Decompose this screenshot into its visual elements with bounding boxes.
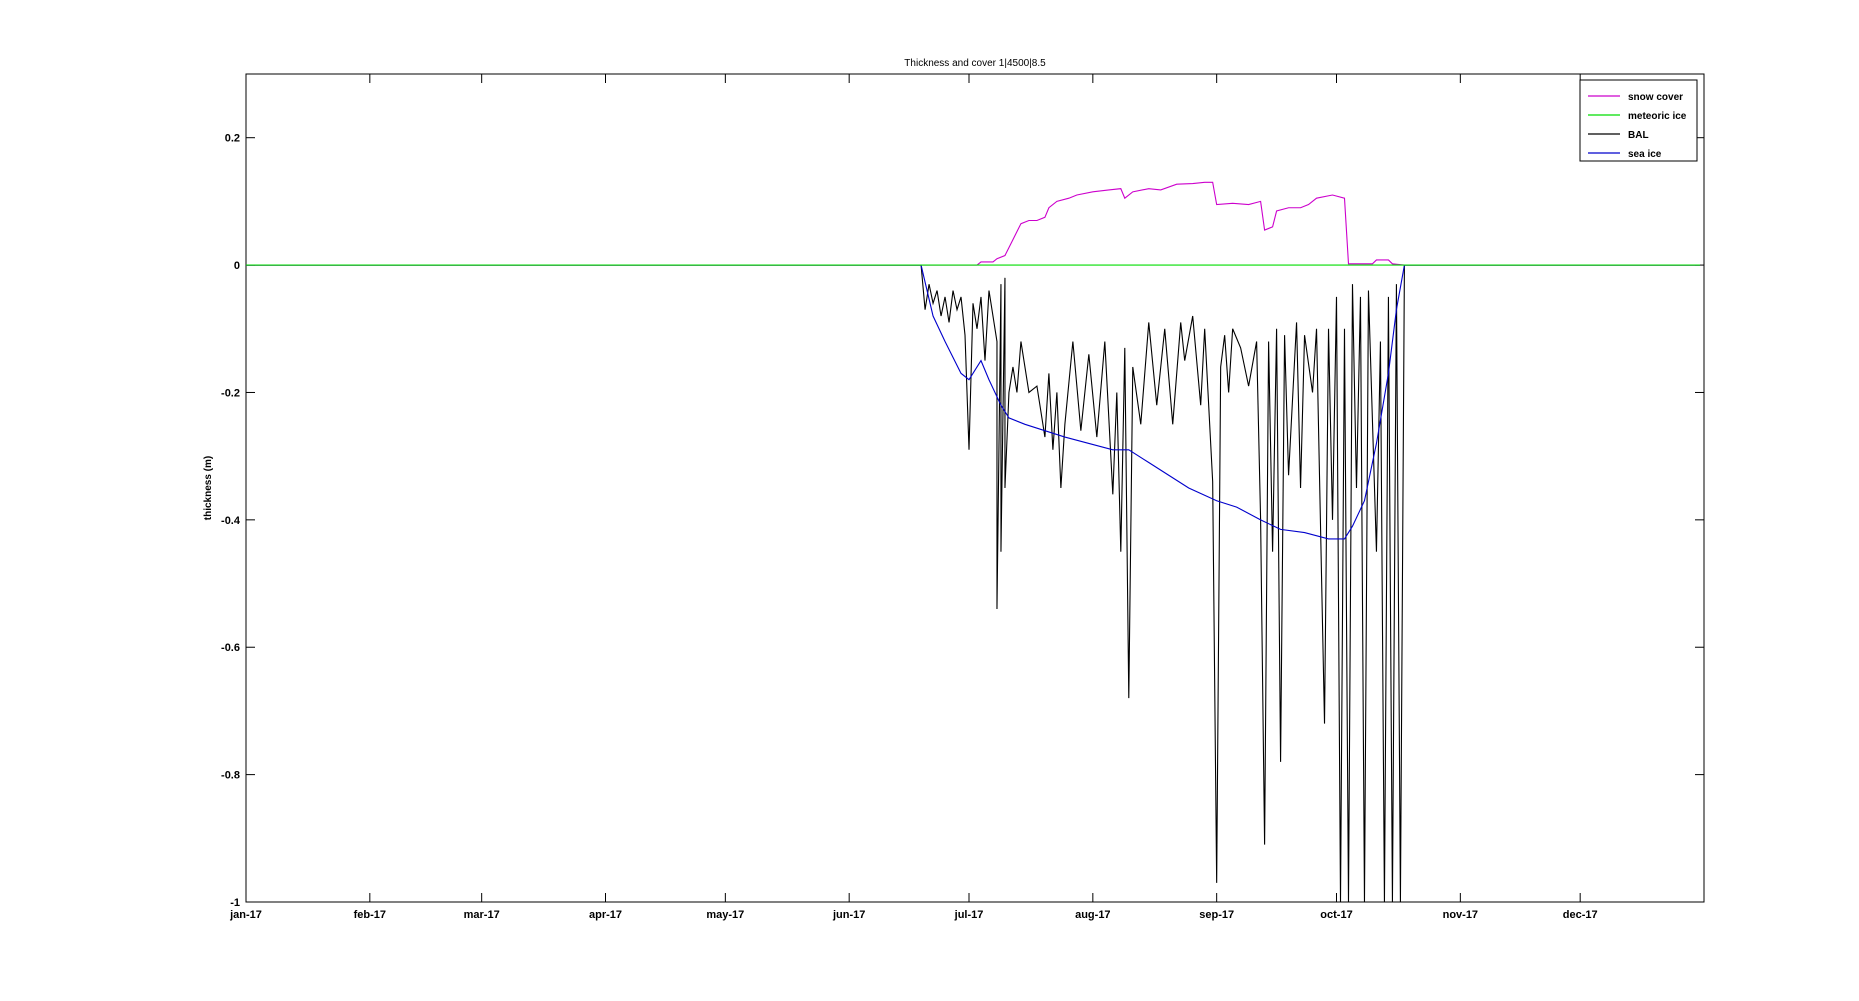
y-tick-label: 0.2: [225, 133, 240, 145]
y-tick-label: -0.6: [221, 642, 240, 654]
y-tick-label: -0.2: [221, 387, 240, 399]
x-tick-labels: jan-17 feb-17 mar-17 apr-17 may-17 jun-17 jul-…: [229, 909, 1597, 921]
y-tick-label: -0.8: [221, 770, 240, 782]
legend: snow cover meteoric ice BAL sea ice: [1579, 79, 1698, 162]
chart-title: Thickness and cover 1|4500|8.5: [904, 58, 1046, 69]
x-tick-label: apr-17: [589, 909, 622, 921]
legend-label: meteoric ice: [1628, 111, 1687, 122]
series-line-sea-ice: [246, 264, 1701, 540]
y-tick-label: -0.4: [221, 515, 241, 527]
x-tick-label: sep-17: [1199, 909, 1234, 921]
legend-label: sea ice: [1628, 149, 1662, 160]
x-tick-label: nov-17: [1443, 909, 1478, 921]
series-line-snow-cover: [246, 181, 1701, 266]
series-line-BAL: [246, 264, 1701, 903]
x-tick-label: may-17: [706, 909, 744, 921]
legend-label: snow cover: [1628, 92, 1683, 103]
plot-area: [245, 73, 1705, 903]
x-tick-label: jan-17: [229, 909, 262, 921]
y-tick-label: 0: [234, 260, 240, 272]
x-tick-label: dec-17: [1563, 909, 1598, 921]
x-tick-label: oct-17: [1320, 909, 1352, 921]
legend-label: BAL: [1628, 130, 1649, 141]
x-tick-label: feb-17: [354, 909, 386, 921]
series-lines: [246, 181, 1701, 903]
y-axis-label: thickness (m): [203, 456, 214, 520]
x-tick-label: aug-17: [1075, 909, 1110, 921]
legend-box: [1579, 79, 1698, 162]
y-tick-label: -1: [230, 897, 240, 909]
x-tick-label: mar-17: [464, 909, 500, 921]
x-tick-label: jun-17: [832, 909, 865, 921]
axis-ticks: [245, 74, 1704, 903]
y-tick-labels: 0.2 0 -0.2 -0.4 -0.6 -0.8 -1: [221, 133, 241, 909]
x-tick-label: jul-17: [954, 909, 984, 921]
